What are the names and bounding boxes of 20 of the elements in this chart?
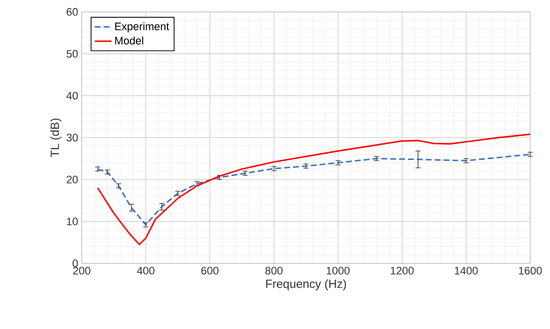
y-tick-label: 10 bbox=[66, 218, 78, 226]
line-series bbox=[96, 154, 531, 226]
x-tick-label: 1200 bbox=[390, 266, 414, 275]
x-tick-label: 400 bbox=[136, 266, 154, 275]
x-tick-label: 1400 bbox=[454, 266, 478, 275]
y-tick-label: 30 bbox=[66, 134, 78, 142]
y-axis-title: TL (dB) bbox=[50, 118, 62, 158]
x-axis-title: Frequency (Hz) bbox=[266, 279, 346, 291]
y-tick-label: 60 bbox=[66, 8, 78, 16]
legend-label: Experiment bbox=[115, 22, 170, 32]
y-tick-label: 20 bbox=[66, 176, 78, 184]
y-tick-label: 40 bbox=[66, 92, 78, 100]
legend-label: Model bbox=[115, 36, 144, 45]
x-tick-label: 1600 bbox=[518, 266, 542, 275]
x-tick-label: 1000 bbox=[326, 266, 350, 275]
x-tick-label: 800 bbox=[265, 266, 283, 275]
y-tick-label: 0 bbox=[72, 260, 78, 268]
x-tick-label: 600 bbox=[201, 266, 218, 275]
y-tick-label: 50 bbox=[66, 50, 78, 58]
x-tick-label: 200 bbox=[73, 266, 90, 275]
